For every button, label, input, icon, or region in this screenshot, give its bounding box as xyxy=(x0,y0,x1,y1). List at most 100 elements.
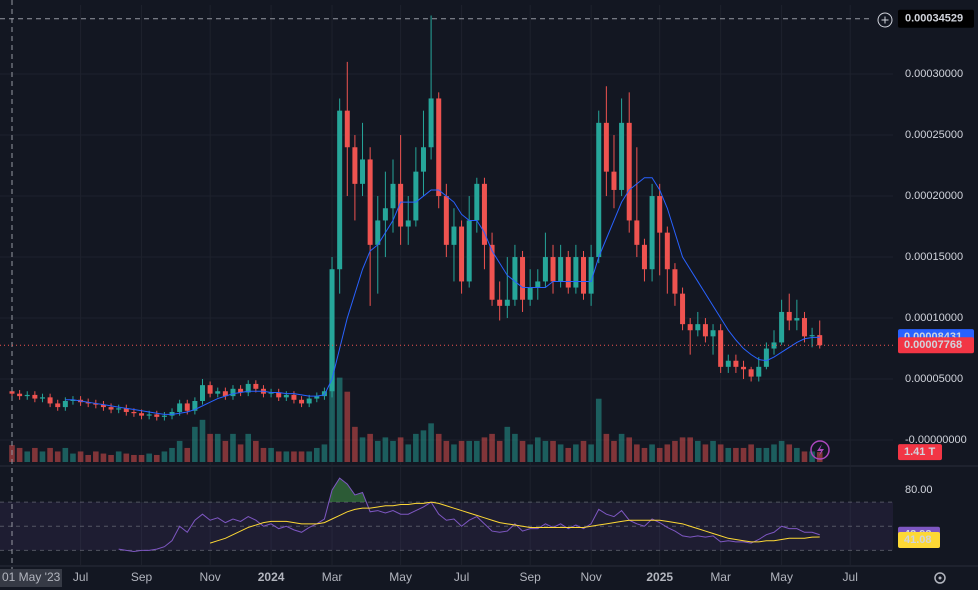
volume-bar xyxy=(816,452,823,462)
candle-body xyxy=(748,369,754,377)
candle-body xyxy=(634,220,640,245)
candle-body xyxy=(283,394,289,398)
volume-bar xyxy=(298,451,305,462)
candle-body xyxy=(413,171,419,221)
candle-body xyxy=(139,413,145,416)
volume-bar xyxy=(740,447,747,462)
candle-body xyxy=(443,196,449,245)
volume-bar xyxy=(687,437,693,462)
volume-bar xyxy=(451,444,457,462)
volume-bar xyxy=(329,349,335,462)
candle-body xyxy=(794,318,800,321)
y-tick-label: 0.00015000 xyxy=(905,251,963,263)
x-tick-label: May xyxy=(770,570,793,584)
candle-body xyxy=(177,403,183,412)
candle-body xyxy=(161,415,167,417)
candle-body xyxy=(108,407,114,410)
volume-bar xyxy=(100,453,107,462)
volume-bar xyxy=(275,451,282,462)
x-tick-label: 01 May '23 xyxy=(2,570,61,584)
candle-body xyxy=(360,159,366,184)
add-icon[interactable] xyxy=(877,12,893,28)
volume-bar xyxy=(656,447,663,462)
candle-body xyxy=(573,257,579,288)
x-tick-label: Nov xyxy=(199,570,220,584)
volume-bar xyxy=(580,440,587,462)
volume-bar xyxy=(420,430,427,462)
volume-bar xyxy=(344,391,351,462)
volume-bar xyxy=(169,447,175,462)
y-tick-label: 0.00020000 xyxy=(905,190,963,202)
candle-body xyxy=(146,414,152,416)
candle-body xyxy=(786,311,792,321)
candle-body xyxy=(763,348,769,367)
y-tick-label: -0.00000000 xyxy=(905,434,967,446)
settings-icon[interactable] xyxy=(934,572,946,584)
candle-body xyxy=(85,402,91,404)
rsi-ma-value-label: 41.08 xyxy=(904,534,932,546)
y-tick-label: 0.00030000 xyxy=(905,68,963,80)
candle-body xyxy=(306,398,312,404)
candle-body xyxy=(779,311,785,343)
volume-bar xyxy=(77,451,84,462)
volume-bar xyxy=(504,426,511,462)
candle-body xyxy=(116,408,122,410)
x-tick-label: Jul xyxy=(843,570,858,584)
volume-bar xyxy=(245,433,252,462)
volume-bar xyxy=(85,454,91,462)
volume-bar xyxy=(649,444,655,462)
volume-bar xyxy=(374,440,381,462)
volume-bar xyxy=(778,440,785,462)
volume-bar xyxy=(321,444,328,462)
x-tick-label: Sep xyxy=(131,570,153,584)
volume-bar xyxy=(138,454,145,462)
volume-bar xyxy=(466,440,472,462)
volume-bar xyxy=(702,444,709,462)
candle-body xyxy=(611,171,617,190)
volume-bar xyxy=(123,453,130,462)
volume-bar xyxy=(588,444,594,462)
volume-bar xyxy=(237,444,244,462)
candle-body xyxy=(299,399,305,404)
volume-bar xyxy=(184,447,191,462)
lightning-icon[interactable] xyxy=(810,440,830,460)
volume-bar xyxy=(291,451,297,462)
volume-bar xyxy=(435,433,442,462)
volume-bar xyxy=(413,433,419,462)
volume-bar xyxy=(519,440,526,462)
volume-bar xyxy=(474,440,480,462)
volume-bar xyxy=(314,447,320,462)
candle-body xyxy=(337,110,343,270)
volume-bar xyxy=(268,447,274,462)
candle-body xyxy=(268,392,274,394)
volume-bar xyxy=(771,444,777,462)
volume-bar xyxy=(115,451,122,462)
x-tick-label: Jul xyxy=(454,570,469,584)
candle-body xyxy=(481,183,487,245)
volume-bar xyxy=(481,437,488,462)
volume-bar xyxy=(62,447,69,462)
y-tick-label: 0.00025000 xyxy=(905,129,963,141)
volume-bar xyxy=(336,377,343,462)
volume-bar xyxy=(24,451,31,462)
candle-body xyxy=(657,196,663,233)
volume-bar xyxy=(108,454,114,462)
candle-body xyxy=(9,391,15,394)
volume-bar xyxy=(16,447,23,462)
candle-body xyxy=(215,391,221,394)
volume-bar xyxy=(695,440,701,462)
candle-body xyxy=(276,392,282,398)
candle-body xyxy=(466,220,472,282)
volume-bar xyxy=(260,447,267,462)
candle-body xyxy=(771,342,777,349)
volume-bar xyxy=(161,451,168,462)
add-icon-plus xyxy=(881,16,889,24)
candle-body xyxy=(230,388,236,397)
volume-bar xyxy=(794,447,800,462)
volume-bar xyxy=(534,437,541,462)
volume-bar xyxy=(748,444,754,462)
volume-bar xyxy=(672,440,678,462)
x-tick-label: Sep xyxy=(519,570,541,584)
